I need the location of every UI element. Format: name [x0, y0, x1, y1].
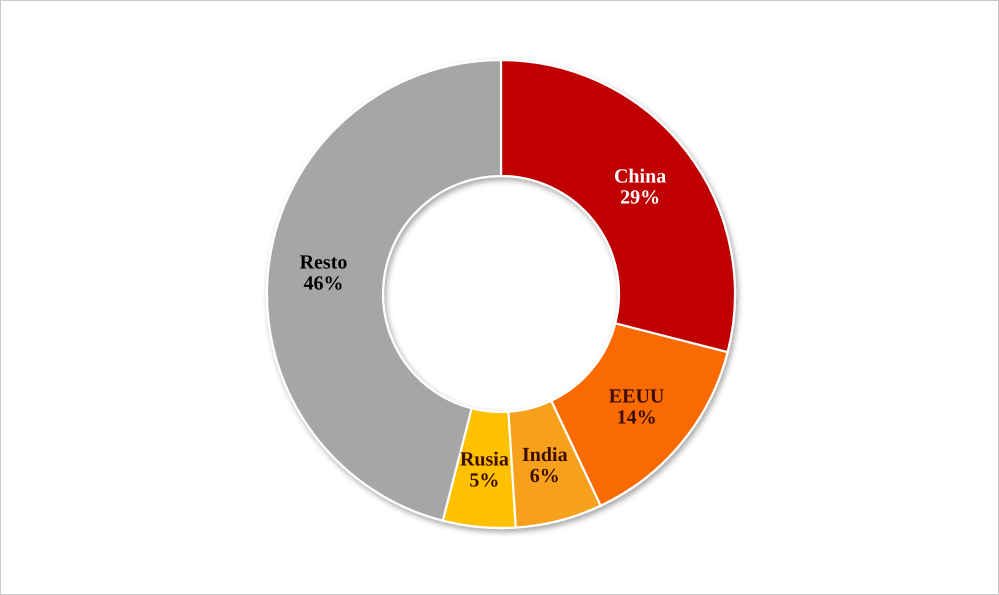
svg-text:5%: 5% [469, 470, 499, 492]
svg-text:14%: 14% [617, 407, 657, 429]
svg-text:Resto: Resto [300, 251, 348, 273]
svg-text:China: China [614, 166, 666, 188]
svg-text:Rusia: Rusia [460, 449, 509, 471]
svg-text:6%: 6% [530, 465, 560, 487]
svg-text:India: India [522, 444, 568, 466]
svg-text:46%: 46% [304, 272, 344, 294]
svg-text:EEUU: EEUU [609, 386, 665, 408]
svg-text:29%: 29% [620, 187, 660, 209]
